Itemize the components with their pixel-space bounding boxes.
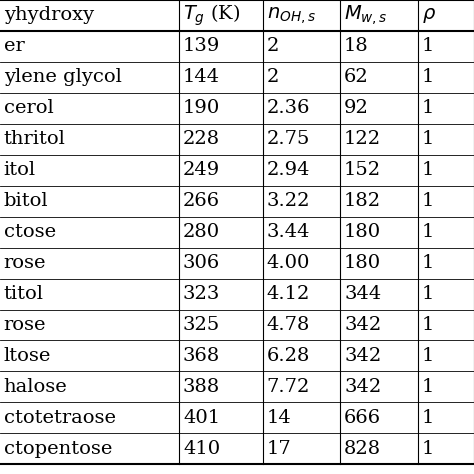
Text: $T_g$ (K): $T_g$ (K) [183,3,240,28]
Text: ctopentose: ctopentose [4,440,112,458]
Text: 4.00: 4.00 [267,254,310,272]
Text: yhydroxy: yhydroxy [4,7,94,25]
Text: 62: 62 [344,68,369,86]
Text: titol: titol [4,285,44,303]
Text: 1: 1 [422,347,434,365]
Text: 1: 1 [422,285,434,303]
Text: 342: 342 [344,316,382,334]
Text: 1: 1 [422,130,434,148]
Text: 344: 344 [344,285,382,303]
Text: 306: 306 [183,254,220,272]
Text: 182: 182 [344,192,381,210]
Text: 1: 1 [422,378,434,396]
Text: 152: 152 [344,161,381,179]
Text: 1: 1 [422,37,434,55]
Text: ctotetraose: ctotetraose [4,409,116,427]
Text: 368: 368 [183,347,220,365]
Text: ctose: ctose [4,223,56,241]
Text: 3.22: 3.22 [267,192,310,210]
Text: 180: 180 [344,254,381,272]
Text: 139: 139 [183,37,220,55]
Text: halose: halose [4,378,67,396]
Text: 1: 1 [422,316,434,334]
Text: 1: 1 [422,161,434,179]
Text: 2.75: 2.75 [267,130,310,148]
Text: 180: 180 [344,223,381,241]
Text: 4.78: 4.78 [267,316,310,334]
Text: 342: 342 [344,347,382,365]
Text: 18: 18 [344,37,369,55]
Text: 1: 1 [422,68,434,86]
Text: 388: 388 [183,378,220,396]
Text: cerol: cerol [4,100,54,118]
Text: 3.44: 3.44 [267,223,310,241]
Text: 2.36: 2.36 [267,100,310,118]
Text: rose: rose [4,254,46,272]
Text: 2.94: 2.94 [267,161,310,179]
Text: ltose: ltose [4,347,51,365]
Text: 190: 190 [183,100,220,118]
Text: 1: 1 [422,254,434,272]
Text: 228: 228 [183,130,220,148]
Text: 1: 1 [422,223,434,241]
Text: 2: 2 [267,68,279,86]
Text: 92: 92 [344,100,369,118]
Text: 1: 1 [422,440,434,458]
Text: bitol: bitol [4,192,48,210]
Text: 249: 249 [183,161,220,179]
Text: itol: itol [4,161,36,179]
Text: 828: 828 [344,440,381,458]
Text: 122: 122 [344,130,381,148]
Text: 342: 342 [344,378,382,396]
Text: 14: 14 [267,409,292,427]
Text: 266: 266 [183,192,220,210]
Text: 4.12: 4.12 [267,285,310,303]
Text: 144: 144 [183,68,220,86]
Text: 1: 1 [422,100,434,118]
Text: 280: 280 [183,223,220,241]
Text: er: er [4,37,25,55]
Text: 17: 17 [267,440,292,458]
Text: $n_{OH,s}$: $n_{OH,s}$ [267,5,316,26]
Text: rose: rose [4,316,46,334]
Text: 2: 2 [267,37,279,55]
Text: 410: 410 [183,440,220,458]
Text: 7.72: 7.72 [267,378,310,396]
Text: 401: 401 [183,409,220,427]
Text: 6.28: 6.28 [267,347,310,365]
Text: 325: 325 [183,316,220,334]
Text: 1: 1 [422,192,434,210]
Text: ylene glycol: ylene glycol [4,68,122,86]
Text: 323: 323 [183,285,220,303]
Text: thritol: thritol [4,130,66,148]
Text: $M_{w,s}$: $M_{w,s}$ [344,3,388,27]
Text: 666: 666 [344,409,381,427]
Text: 1: 1 [422,409,434,427]
Text: $\rho$: $\rho$ [422,6,436,25]
